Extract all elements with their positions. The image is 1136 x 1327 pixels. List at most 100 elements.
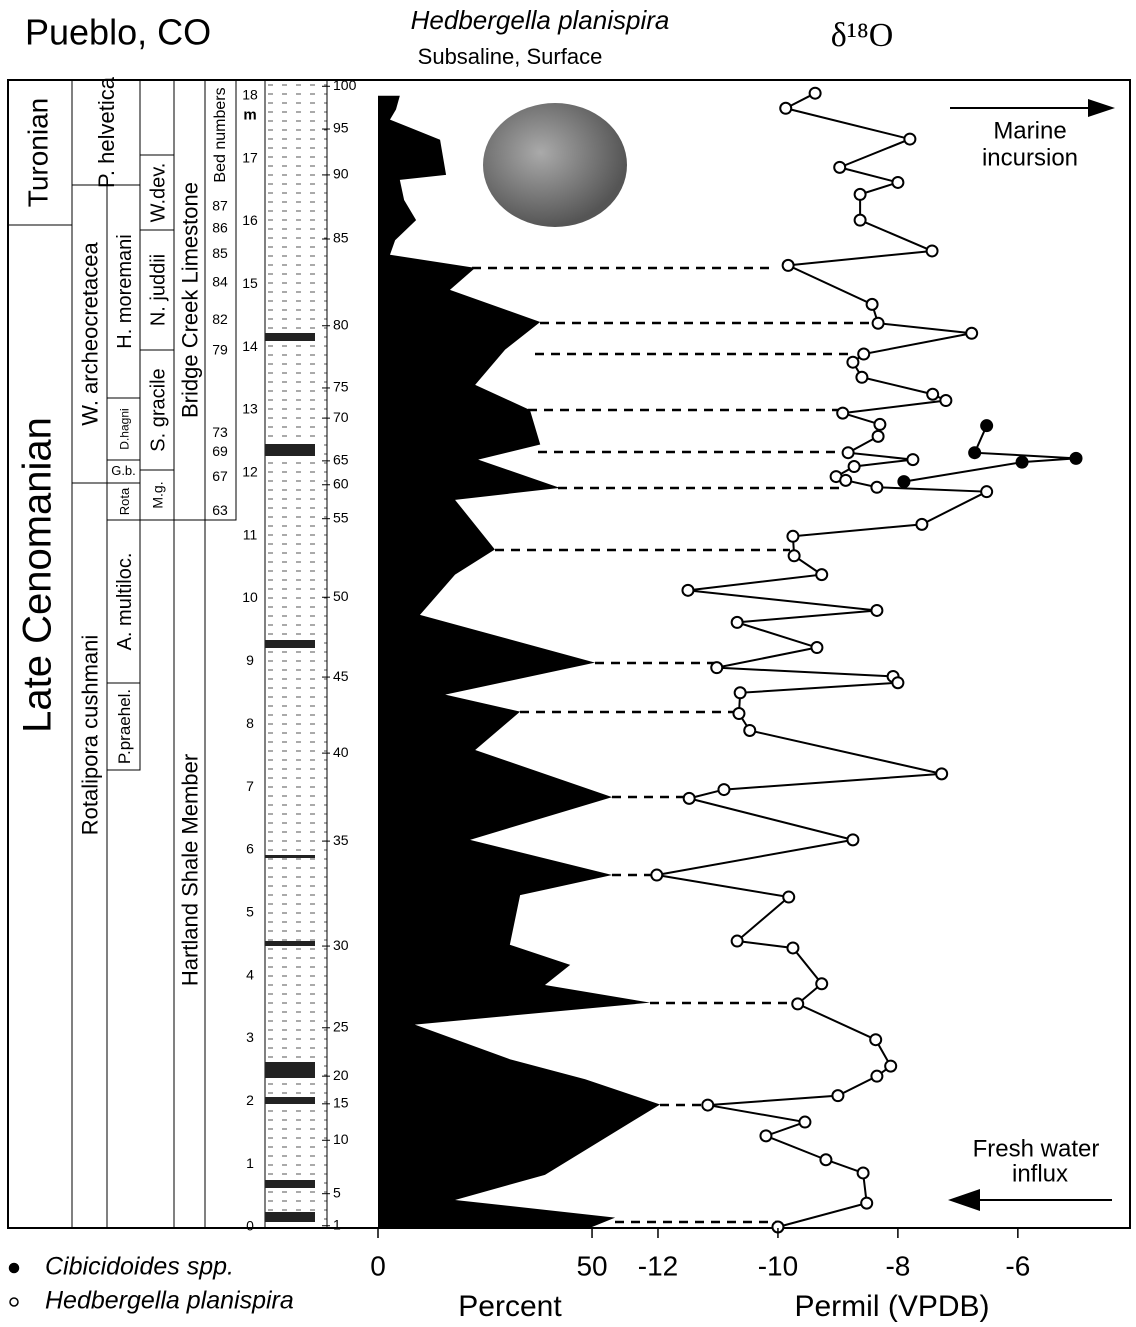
chart-title: δ¹⁸O (831, 17, 894, 54)
d18o-point (891, 175, 905, 189)
stage-label: Turonian (22, 98, 53, 207)
y-tick-label: 18 (242, 86, 258, 102)
bed-number: 67 (212, 468, 228, 484)
d18o-point (833, 160, 847, 174)
d18o-point (779, 101, 793, 115)
bed-number: 86 (212, 220, 228, 236)
bed-numbers-title: Bed numbers (212, 87, 229, 182)
d18o-point (968, 446, 982, 460)
bed-tick-label: 65 (333, 452, 349, 468)
y-tick-label: 9 (246, 652, 254, 668)
y-tick-label: 5 (246, 903, 254, 919)
d18o-point (841, 446, 855, 460)
d18o-point (786, 941, 800, 955)
zone-label: N. juddii (147, 254, 169, 326)
zone-label: M.g. (150, 481, 166, 508)
x-tick-label: 50 (576, 1250, 607, 1281)
chart-title: Hedbergella planispira (411, 5, 670, 35)
d18o-point (870, 1069, 884, 1083)
zone-label: D.hagni (118, 408, 132, 449)
d18o-point (847, 460, 861, 474)
d18o-point (839, 473, 853, 487)
legend-label: Hedbergella planispira (45, 1287, 294, 1315)
x-tick-label: -6 (1005, 1250, 1030, 1281)
d18o-point (701, 1098, 715, 1112)
bed-number: 73 (212, 424, 228, 440)
bed-number: 84 (212, 274, 228, 290)
d18o-point (1069, 451, 1083, 465)
y-tick-label: 15 (242, 275, 258, 291)
x-tick-label: -12 (638, 1250, 678, 1281)
d18o-point (903, 132, 917, 146)
bed-tick-label: 85 (333, 230, 349, 246)
lithology-bands (265, 333, 315, 1222)
d18o-point (857, 347, 871, 361)
d18o-point (855, 370, 869, 384)
d18o-line (903, 425, 1077, 483)
d18o-point (871, 429, 885, 443)
d18o-point (732, 707, 746, 721)
d18o-point (965, 326, 979, 340)
d18o-point (730, 934, 744, 948)
d18o-point (897, 475, 911, 489)
d18o-point (815, 977, 829, 991)
y-tick-label: 8 (246, 715, 254, 731)
d18o-point (870, 603, 884, 617)
figure-title: Pueblo, CO (25, 12, 211, 53)
zone-label: W. archeocretacea (77, 242, 102, 426)
d18o-point (980, 419, 994, 433)
d18o-point (733, 686, 747, 700)
d18o-point (836, 406, 850, 420)
d18o-point (791, 997, 805, 1011)
d18o-point (860, 1196, 874, 1210)
d18o-point (808, 86, 822, 100)
bed-tick-label: 25 (333, 1018, 349, 1034)
d18o-point (730, 615, 744, 629)
y-tick-label: 12 (242, 464, 258, 480)
d18o-point (831, 1089, 845, 1103)
zone-label: Bridge Creek Limestone (177, 182, 202, 418)
legend-marker (9, 1297, 19, 1307)
d18o-point (926, 387, 940, 401)
d18o-point (846, 833, 860, 847)
zone-label: S. gracile (147, 368, 169, 451)
d18o-point (710, 661, 724, 675)
annotation: Marine (993, 117, 1066, 144)
column-cell (204, 79, 237, 521)
d18o-point (650, 868, 664, 882)
d18o-point (846, 355, 860, 369)
x-tick-label: -8 (885, 1250, 910, 1281)
y-tick-label: 11 (243, 526, 258, 542)
d18o-point (815, 568, 829, 582)
d18o-line (656, 92, 991, 1228)
bed-tick-label: 15 (333, 1095, 349, 1111)
x-axis-label: Permil (VPDB) (794, 1290, 989, 1323)
zone-label: G.b. (111, 463, 136, 478)
d18o-point (787, 549, 801, 563)
y-tick-label: 13 (242, 401, 258, 417)
bed-number: 85 (212, 245, 228, 261)
legend-label: Cibicidoides spp. (45, 1253, 234, 1281)
d18o-point (681, 583, 695, 597)
bed-tick-label: 80 (333, 316, 349, 332)
y-axis-label: m (243, 107, 256, 124)
zone-label: P.praehel. (115, 689, 134, 764)
bed-tick-label: 75 (333, 379, 349, 395)
y-tick-label: 7 (246, 778, 254, 794)
y-tick-label: 10 (242, 589, 258, 605)
d18o-point (865, 297, 879, 311)
frame (7, 79, 1131, 1229)
annotation: incursion (982, 144, 1078, 171)
column-cell (173, 519, 206, 1229)
column-cell (106, 682, 141, 771)
y-tick-label: 2 (246, 1092, 254, 1108)
y-tick-label: 1 (246, 1155, 254, 1171)
d18o-point (980, 485, 994, 499)
d18o-point (925, 244, 939, 258)
d18o-point (682, 791, 696, 805)
y-tick-label: 3 (246, 1029, 254, 1045)
d18o-point (870, 480, 884, 494)
bed-tick-label: 70 (333, 409, 349, 425)
d18o-point (798, 1115, 812, 1129)
y-tick-label: 0 (246, 1218, 254, 1234)
